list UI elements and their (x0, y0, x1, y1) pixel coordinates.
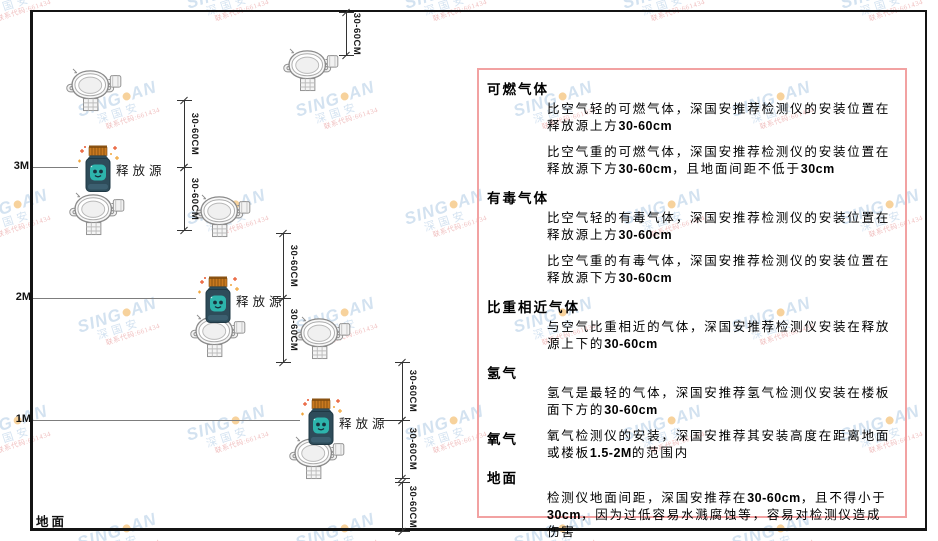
gas-detector-icon (66, 68, 122, 112)
release-source-icon (198, 276, 239, 323)
guideline-section: 有毒气体 比空气轻的有毒气体，深国安推荐检测仪的安装位置在释放源上方30-60cm… (487, 187, 895, 287)
paragraph-text: ，且地面间距不低于 (672, 162, 801, 176)
release-source-label: 释放源 (116, 164, 166, 178)
paragraph-text: 比空气轻的有毒气体，深国安推荐检测仪的安装位置在释放源上方 (547, 211, 891, 242)
gas-detector-icon (69, 192, 125, 236)
paragraph-text: 比空气重的可燃气体，深国安推荐检测仪的安装位置在释放源下方 (547, 145, 891, 176)
measurement-value: 1.5-2M (589, 446, 632, 460)
gas-detector-icon (289, 436, 345, 480)
section-paragraph: 比空气轻的有毒气体，深国安推荐检测仪的安装位置在释放源上方30-60cm (547, 210, 895, 244)
section-paragraph: 氧气检测仪的安装，深国安推荐其安装高度在距离地面或楼板1.5-2M的范围内 (547, 428, 895, 462)
measurement-value: 30cm (800, 162, 835, 176)
guideline-section: 可燃气体 比空气轻的可燃气体，深国安推荐检测仪的安装位置在释放源上方30-60cm… (487, 78, 895, 178)
gas-detector-icon (295, 316, 351, 360)
paragraph-text: ，因为过低容易水溅腐蚀等，容易对检测仪造成伤害 (547, 508, 882, 539)
dimension-line (402, 420, 403, 478)
paragraph-text: 比空气轻的可燃气体，深国安推荐检测仪的安装位置在释放源上方 (547, 102, 891, 133)
dimension-line (402, 482, 403, 531)
dimension-label: 30-60CM (407, 369, 418, 413)
dimension-label: 30-60CM (407, 427, 418, 471)
section-heading: 氧气 (487, 432, 518, 447)
gas-detector-icon (190, 314, 246, 358)
paragraph-text: 的范围内 (631, 446, 690, 460)
gas-detector-icon (283, 48, 339, 92)
dimension-label: 30-60CM (407, 485, 418, 528)
ground-label: 地面 (36, 515, 68, 529)
height-label-2m: 2M (15, 291, 31, 303)
section-heading: 氢气 (487, 366, 518, 381)
dimension-label: 30-60CM (189, 112, 200, 155)
dimension-label: 30-60CM (351, 12, 362, 55)
paragraph-text: 氢气是最轻的气体，深国安推荐氢气检测仪安装在楼板面下方的 (547, 386, 891, 417)
paragraph-text: 检测仪地面间距，深国安推荐在 (547, 491, 748, 505)
measurement-value: 30-60cm (618, 162, 673, 176)
paragraph-text: 与空气比重相近的气体，深国安推荐检测仪安装在释放源上下的 (547, 320, 891, 351)
dimension-line (346, 12, 347, 55)
release-source-label: 释放源 (236, 295, 286, 309)
release-source-icon (78, 145, 119, 192)
paragraph-text: 氧气检测仪的安装，深国安推荐其安装高度在距离地面或楼板 (547, 429, 891, 460)
height-label-3m: 3M (13, 160, 29, 172)
dimension-line (184, 167, 185, 230)
guideline-section: 地面检测仪地面间距，深国安推荐在30-60cm，且不得小于 30cm，因为过低容易… (487, 467, 895, 541)
guideline-section: 氧气 氧气检测仪的安装，深国安推荐其安装高度在距离地面或楼板1.5-2M的范围内 (487, 428, 895, 464)
gas-detector-icon (195, 194, 251, 238)
paragraph-text: ，且不得小于 (800, 491, 887, 505)
measurement-value: 30-60cm (618, 119, 673, 133)
dimension-label: 30-60CM (189, 177, 200, 220)
level-line (33, 420, 300, 421)
guideline-section: 氢气氢气是最轻的气体，深国安推荐氢气检测仪安装在楼板面下方的30-60cm (487, 362, 895, 419)
release-source-label: 释放源 (339, 417, 389, 431)
section-paragraph: 与空气比重相近的气体，深国安推荐检测仪安装在释放源上下的30-60cm (547, 319, 895, 353)
dimension-line (184, 100, 185, 167)
section-heading: 有毒气体 (487, 191, 549, 206)
section-heading: 地面 (487, 471, 518, 486)
measurement-value: 30-60cm (747, 491, 801, 505)
section-paragraph: 比空气轻的可燃气体，深国安推荐检测仪的安装位置在释放源上方30-60cm (547, 101, 895, 135)
paragraph-text: 比空气重的有毒气体，深国安推荐检测仪的安装位置在释放源下方 (547, 254, 891, 285)
guideline-section: 比重相近气体与空气比重相近的气体，深国安推荐检测仪安装在释放源上下的30-60c… (487, 296, 895, 353)
measurement-value: 30-60cm (604, 337, 658, 351)
section-heading: 可燃气体 (487, 82, 549, 97)
section-paragraph: 比空气重的可燃气体，深国安推荐检测仪的安装位置在释放源下方30-60cm，且地面… (547, 144, 895, 178)
level-line (33, 298, 196, 299)
section-paragraph: 比空气重的有毒气体，深国安推荐检测仪的安装位置在释放源下方30-60cm (547, 253, 895, 287)
measurement-value: 30-60cm (618, 271, 673, 285)
dimension-connector (380, 420, 402, 421)
section-paragraph: 氢气是最轻的气体，深国安推荐氢气检测仪安装在楼板面下方的30-60cm (547, 385, 895, 419)
release-source-icon (301, 398, 342, 445)
dimension-connector (272, 298, 283, 299)
dimension-label: 30-60CM (288, 308, 299, 352)
dimension-line (283, 298, 284, 362)
dimension-line (402, 362, 403, 420)
guidelines-panel: 可燃气体 比空气轻的可燃气体，深国安推荐检测仪的安装位置在释放源上方30-60cm… (477, 68, 907, 539)
height-label-1m: 1M (15, 413, 31, 425)
room-outline (30, 10, 927, 531)
measurement-value: 30-60cm (604, 403, 658, 417)
measurement-value: 30cm (547, 508, 581, 522)
dimension-line (283, 233, 284, 298)
level-line (33, 167, 78, 168)
guidelines-sections: 可燃气体 比空气轻的可燃气体，深国安推荐检测仪的安装位置在释放源上方30-60cm… (487, 78, 895, 541)
dimension-label: 30-60CM (288, 244, 299, 287)
section-paragraph: 检测仪地面间距，深国安推荐在30-60cm，且不得小于 30cm，因为过低容易水溅… (547, 490, 895, 541)
measurement-value: 30-60cm (618, 228, 673, 242)
section-heading: 比重相近气体 (487, 300, 580, 315)
